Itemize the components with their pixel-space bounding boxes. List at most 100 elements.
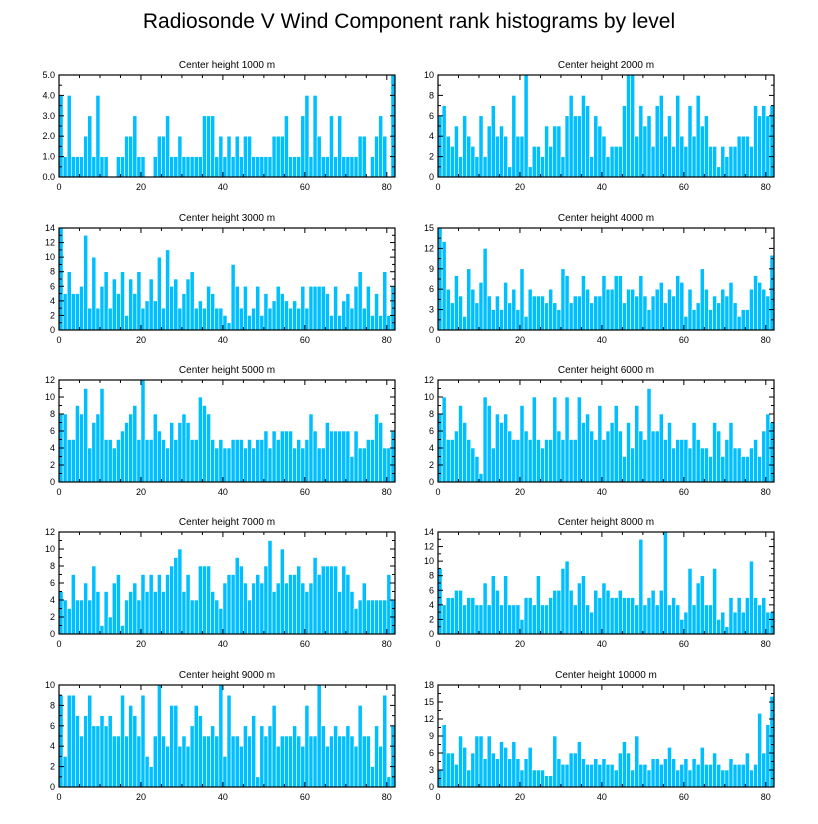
histogram-bar bbox=[378, 422, 384, 483]
histogram-bar bbox=[132, 582, 138, 635]
histogram-bar bbox=[296, 439, 302, 483]
histogram-bar bbox=[66, 271, 72, 331]
histogram-bar bbox=[724, 626, 730, 635]
histogram-bar bbox=[736, 447, 742, 483]
histogram-bar bbox=[683, 758, 689, 788]
y-tick-label: 1.0 bbox=[42, 152, 55, 162]
histogram-bar bbox=[761, 597, 767, 635]
histogram-bar bbox=[605, 589, 611, 635]
histogram-bar bbox=[724, 156, 730, 178]
x-tick-label: 80 bbox=[761, 792, 771, 802]
histogram-bar bbox=[157, 430, 162, 483]
y-tick-label: 4 bbox=[50, 741, 55, 751]
histogram-bar bbox=[247, 599, 252, 635]
x-tick-label: 20 bbox=[136, 182, 146, 192]
histogram-bar bbox=[374, 293, 379, 331]
histogram-bar bbox=[230, 574, 236, 635]
histogram-bar bbox=[66, 95, 72, 178]
y-tick-label: 10 bbox=[45, 392, 55, 402]
histogram-bar bbox=[165, 574, 170, 635]
histogram-bar bbox=[609, 764, 615, 788]
histogram-bar bbox=[222, 447, 228, 483]
histogram-bar bbox=[712, 568, 717, 635]
histogram-bar bbox=[495, 413, 500, 483]
y-tick-label: 6 bbox=[429, 284, 434, 294]
histogram-bar bbox=[462, 747, 467, 788]
histogram-bar bbox=[226, 447, 232, 483]
histogram-bar bbox=[671, 597, 676, 635]
histogram-bar bbox=[312, 95, 318, 178]
histogram-bar bbox=[548, 146, 554, 178]
x-tick-label: 60 bbox=[679, 335, 689, 345]
histogram-bar bbox=[740, 309, 746, 331]
histogram-bar bbox=[234, 557, 240, 635]
histogram-bar bbox=[255, 776, 261, 788]
histogram-bar bbox=[136, 439, 142, 483]
x-tick-label: 40 bbox=[218, 182, 228, 192]
histogram-bar bbox=[308, 156, 314, 178]
histogram-bar bbox=[503, 413, 508, 483]
histogram-bar bbox=[724, 439, 730, 483]
y-tick-label: 12 bbox=[424, 542, 434, 552]
histogram-bar bbox=[357, 599, 363, 635]
y-tick-label: 14 bbox=[424, 527, 434, 537]
x-tick-label: 0 bbox=[435, 182, 440, 192]
histogram-bar bbox=[349, 591, 355, 635]
histogram-bar bbox=[458, 156, 463, 178]
x-tick-label: 40 bbox=[597, 792, 607, 802]
histogram-bar bbox=[671, 146, 676, 178]
histogram-bar bbox=[374, 725, 379, 788]
y-tick-label: 10 bbox=[424, 556, 434, 566]
x-tick-label: 20 bbox=[136, 639, 146, 649]
histogram-bar bbox=[765, 611, 771, 635]
histogram-bar bbox=[683, 611, 689, 635]
histogram-bar bbox=[466, 769, 472, 788]
histogram-bar bbox=[486, 125, 492, 178]
histogram-bar bbox=[353, 285, 359, 331]
histogram-bar bbox=[58, 591, 64, 635]
histogram-bar bbox=[749, 560, 754, 635]
histogram-bar bbox=[271, 430, 277, 483]
panel-title: Center height 2000 m bbox=[558, 60, 654, 71]
histogram-bar bbox=[540, 156, 545, 178]
histogram-bar bbox=[765, 295, 771, 331]
x-tick-label: 80 bbox=[382, 639, 392, 649]
histogram-bar bbox=[495, 135, 500, 178]
histogram-bar bbox=[202, 307, 207, 331]
histogram-bar bbox=[148, 278, 154, 331]
histogram-bar bbox=[622, 302, 627, 331]
histogram-bar bbox=[111, 447, 117, 483]
histogram-bar bbox=[548, 288, 554, 331]
histogram-bar bbox=[214, 735, 220, 788]
x-tick-label: 20 bbox=[515, 487, 525, 497]
histogram-bar bbox=[325, 156, 330, 178]
histogram-bar bbox=[210, 439, 216, 483]
histogram-bar bbox=[263, 293, 269, 331]
histogram-bar bbox=[181, 591, 187, 635]
histogram-bar bbox=[79, 285, 84, 331]
histogram-bar bbox=[667, 288, 672, 331]
histogram-bar bbox=[79, 599, 84, 635]
histogram-bar bbox=[601, 135, 607, 178]
histogram-bar bbox=[75, 715, 80, 788]
histogram-bar bbox=[353, 608, 359, 635]
histogram-bar bbox=[329, 565, 334, 635]
histogram-bar bbox=[202, 565, 207, 635]
histogram-bar bbox=[366, 285, 371, 331]
histogram-bar bbox=[198, 300, 203, 331]
histogram-bar bbox=[736, 764, 742, 788]
y-tick-label: 0 bbox=[429, 477, 434, 487]
histogram-bar bbox=[568, 752, 574, 788]
x-tick-label: 60 bbox=[679, 182, 689, 192]
histogram-bar bbox=[345, 293, 351, 331]
histogram-bar bbox=[454, 275, 459, 331]
histogram-bar bbox=[605, 156, 611, 178]
x-tick-label: 60 bbox=[300, 182, 310, 192]
histogram-bar bbox=[116, 574, 121, 635]
histogram-bar bbox=[466, 439, 472, 483]
x-tick-label: 20 bbox=[515, 335, 525, 345]
histogram-bar bbox=[622, 105, 627, 178]
histogram-bar bbox=[210, 115, 216, 178]
histogram-bar bbox=[75, 156, 80, 178]
